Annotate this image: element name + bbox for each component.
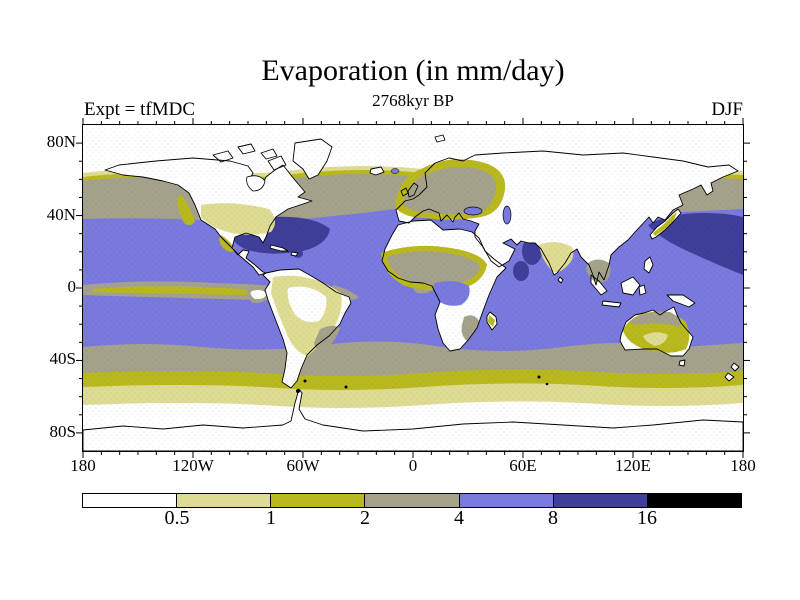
- x-axis-tick-label: 180: [730, 456, 756, 475]
- map-plot-area: [82, 124, 744, 452]
- stipple-texture: [83, 125, 743, 451]
- y-axis-tick-label: 0: [67, 277, 77, 296]
- season-label: DJF: [711, 99, 743, 120]
- world-contour-map: [83, 125, 743, 451]
- colorbar-boundary-label: 0.5: [164, 507, 190, 529]
- colorbar-segment: [458, 494, 553, 507]
- colorbar-boundary-label: 16: [637, 507, 657, 529]
- y-axis-tick-label: 40N: [46, 204, 76, 224]
- x-axis-tick-label: 0: [408, 456, 418, 475]
- colorbar-segment: [364, 494, 459, 507]
- y-axis-tick-label: 80S: [49, 421, 76, 441]
- colorbar-segment: [270, 494, 365, 507]
- x-axis-tick-label: 60W: [286, 456, 320, 475]
- y-axis-tick-label: 40S: [49, 349, 76, 369]
- colorbar-boundary-label: 1: [266, 507, 276, 529]
- colorbar-segment: [646, 494, 741, 507]
- experiment-label: Expt = tfMDC: [84, 99, 195, 120]
- x-axis-tick-label: 120W: [172, 456, 214, 475]
- x-axis-tick-label: 180: [70, 456, 96, 475]
- colorbar-segment: [552, 494, 647, 507]
- colorbar-boundary-label: 2: [360, 507, 370, 529]
- colorbar-legend: [82, 493, 742, 508]
- x-axis-tick-label: 120E: [615, 456, 651, 475]
- colorbar-boundary-label: 4: [454, 507, 464, 529]
- y-axis-tick-label: 80N: [46, 132, 76, 152]
- colorbar-segment: [83, 494, 177, 507]
- colorbar-boundary-label: 8: [548, 507, 558, 529]
- x-axis-tick-label: 60E: [509, 456, 537, 475]
- subtitle-time-label: 2768kyr BP: [372, 91, 454, 110]
- colorbar-segment: [176, 494, 271, 507]
- page-title: Evaporation (in mm/day): [261, 54, 565, 87]
